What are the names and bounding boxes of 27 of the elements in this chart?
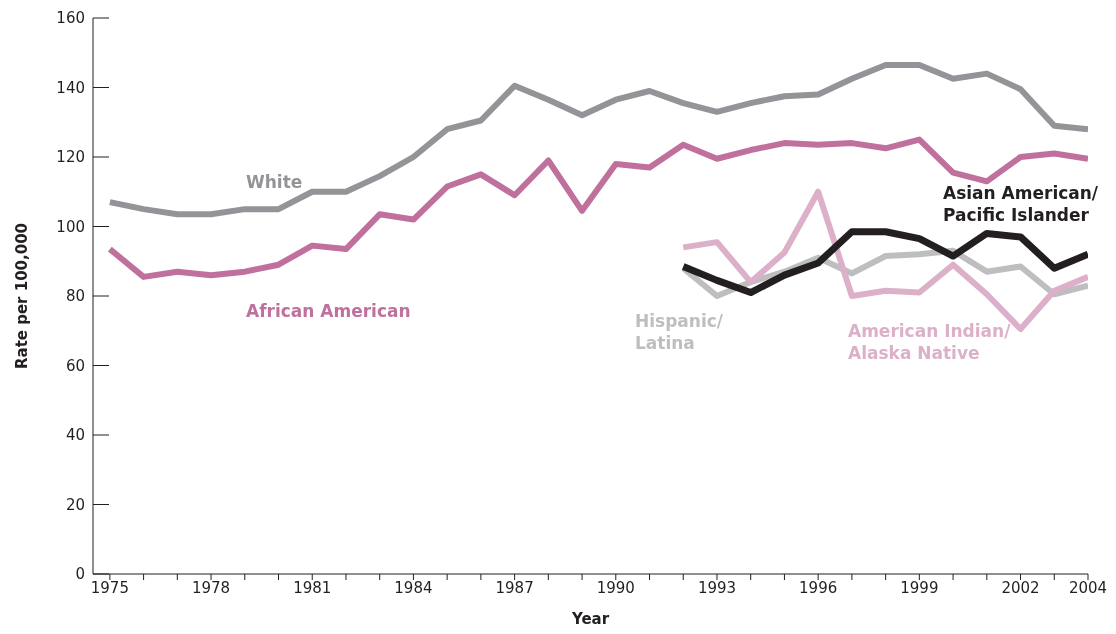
series-label: African American [246,300,411,322]
x-tick-label: 1978 [191,578,231,597]
series-label: Hispanic/ Latina [635,310,724,354]
x-tick-label: 1993 [697,578,737,597]
series-label: Asian American/ Pacific Islander [943,182,1099,226]
y-tick-label: 40 [65,426,85,445]
y-axis-title: Rate per 100,000 [13,222,32,370]
y-tick-label: 0 [75,565,85,584]
x-tick-label: 1996 [799,578,838,597]
y-tick-label: 60 [65,356,85,375]
x-tick-label: 2004 [1068,578,1108,597]
series-label: American Indian/ Alaska Native [848,320,1011,364]
y-tick-label: 120 [56,148,85,167]
x-tick-label: 2002 [1001,578,1040,597]
y-tick-label: 140 [56,78,85,97]
x-tick-label: 1990 [596,578,635,597]
x-axis-title: Year [570,610,610,628]
y-tick-label: 80 [65,287,85,306]
y-tick-label: 100 [56,217,85,236]
x-tick-label: 1987 [495,578,534,597]
y-tick-label: 20 [65,495,85,514]
x-tick-label: 1999 [900,578,939,597]
x-tick-label: 1975 [90,578,129,597]
series-label: White [246,171,303,193]
x-tick-label: 1984 [394,578,433,597]
x-tick-label: 1981 [293,578,332,597]
y-tick-label: 160 [56,9,85,28]
